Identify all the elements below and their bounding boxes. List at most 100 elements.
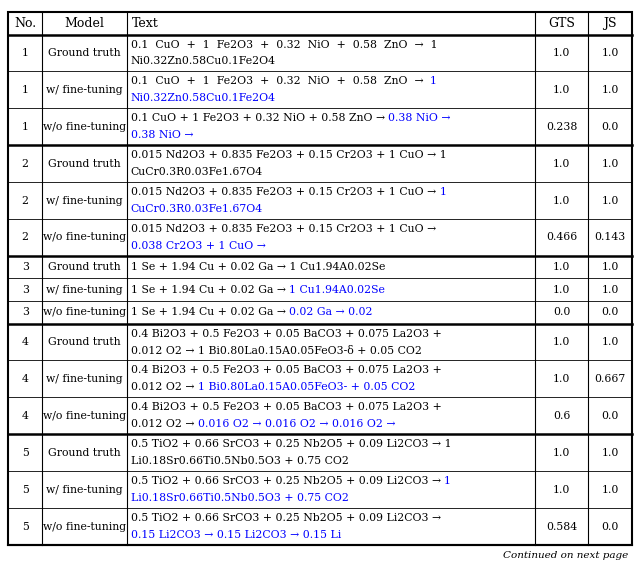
Text: 4: 4 xyxy=(22,374,29,384)
Text: 1.0: 1.0 xyxy=(553,285,570,295)
Text: 1.0: 1.0 xyxy=(602,337,619,347)
Text: CuCr0.3R0.03Fe1.67O4: CuCr0.3R0.03Fe1.67O4 xyxy=(131,167,262,177)
Text: 1.0: 1.0 xyxy=(553,337,570,347)
Text: 3: 3 xyxy=(22,307,29,318)
Text: 2: 2 xyxy=(22,159,29,169)
Text: w/o fine-tuning: w/o fine-tuning xyxy=(43,232,126,243)
Text: 1: 1 xyxy=(22,85,29,95)
Text: 0.02 Ga → 0.02: 0.02 Ga → 0.02 xyxy=(289,307,372,318)
Text: 1.0: 1.0 xyxy=(602,262,619,272)
Text: 0.4 Bi2O3 + 0.5 Fe2O3 + 0.05 BaCO3 + 0.075 La2O3 +: 0.4 Bi2O3 + 0.5 Fe2O3 + 0.05 BaCO3 + 0.0… xyxy=(131,328,442,338)
Text: w/ fine-tuning: w/ fine-tuning xyxy=(46,374,123,384)
Text: w/o fine-tuning: w/o fine-tuning xyxy=(43,522,126,531)
Text: 1.0: 1.0 xyxy=(553,448,570,458)
Text: 0.0: 0.0 xyxy=(602,307,619,318)
Text: Continued on next page: Continued on next page xyxy=(503,551,628,560)
Text: 0.1  CuO  +  1  Fe2O3  +  0.32  NiO  +  0.58  ZnO  →  1: 0.1 CuO + 1 Fe2O3 + 0.32 NiO + 0.58 ZnO … xyxy=(131,40,437,49)
Text: 1 Cu1.94A0.02Se: 1 Cu1.94A0.02Se xyxy=(289,285,385,295)
Text: 0.6: 0.6 xyxy=(553,411,570,421)
Text: Ground truth: Ground truth xyxy=(48,337,121,347)
Text: Ni0.32Zn0.58Cu0.1Fe2O4: Ni0.32Zn0.58Cu0.1Fe2O4 xyxy=(131,94,276,103)
Text: 0.012 O2 → 1 Bi0.80La0.15A0.05FeO3-δ + 0.05 CO2: 0.012 O2 → 1 Bi0.80La0.15A0.05FeO3-δ + 0… xyxy=(131,345,421,356)
Text: 1 Se + 1.94 Cu + 0.02 Ga →: 1 Se + 1.94 Cu + 0.02 Ga → xyxy=(131,307,289,318)
Text: 0.016 O2 → 0.016 O2 → 0.016 O2 →: 0.016 O2 → 0.016 O2 → 0.016 O2 → xyxy=(198,420,395,429)
Text: JS: JS xyxy=(604,17,617,30)
Text: w/o fine-tuning: w/o fine-tuning xyxy=(43,307,126,318)
Text: 1.0: 1.0 xyxy=(553,48,570,58)
Text: 1.0: 1.0 xyxy=(602,285,619,295)
Text: 1.0: 1.0 xyxy=(602,196,619,206)
Text: 2: 2 xyxy=(22,196,29,206)
Text: 0.15 Li2CO3 → 0.15 Li2CO3 → 0.15 Li: 0.15 Li2CO3 → 0.15 Li2CO3 → 0.15 Li xyxy=(131,530,341,540)
Text: 0.38 NiO →: 0.38 NiO → xyxy=(131,130,193,140)
Text: 1: 1 xyxy=(22,48,29,58)
Text: 1.0: 1.0 xyxy=(553,485,570,494)
Text: 1: 1 xyxy=(444,476,451,486)
Text: 0.038 Cr2O3 + 1 CuO →: 0.038 Cr2O3 + 1 CuO → xyxy=(131,241,266,251)
Text: 0.4 Bi2O3 + 0.5 Fe2O3 + 0.05 BaCO3 + 0.075 La2O3 +: 0.4 Bi2O3 + 0.5 Fe2O3 + 0.05 BaCO3 + 0.0… xyxy=(131,403,442,412)
Text: 0.0: 0.0 xyxy=(602,411,619,421)
Text: 1: 1 xyxy=(430,77,437,86)
Text: Model: Model xyxy=(65,17,104,30)
Text: 0.0: 0.0 xyxy=(602,522,619,531)
Text: 0.5 TiO2 + 0.66 SrCO3 + 0.25 Nb2O5 + 0.09 Li2CO3 →: 0.5 TiO2 + 0.66 SrCO3 + 0.25 Nb2O5 + 0.0… xyxy=(131,476,444,486)
Text: Text: Text xyxy=(132,17,158,30)
Text: 1 Se + 1.94 Cu + 0.02 Ga → 1 Cu1.94A0.02Se: 1 Se + 1.94 Cu + 0.02 Ga → 1 Cu1.94A0.02… xyxy=(131,262,385,272)
Text: 1.0: 1.0 xyxy=(553,196,570,206)
Text: Ground truth: Ground truth xyxy=(48,159,121,169)
Text: 0.1 CuO + 1 Fe2O3 + 0.32 NiO + 0.58 ZnO →: 0.1 CuO + 1 Fe2O3 + 0.32 NiO + 0.58 ZnO … xyxy=(131,113,388,123)
Text: 4: 4 xyxy=(22,337,29,347)
Text: 0.5 TiO2 + 0.66 SrCO3 + 0.25 Nb2O5 + 0.09 Li2CO3 →: 0.5 TiO2 + 0.66 SrCO3 + 0.25 Nb2O5 + 0.0… xyxy=(131,513,441,523)
Text: Li0.18Sr0.66Ti0.5Nb0.5O3 + 0.75 CO2: Li0.18Sr0.66Ti0.5Nb0.5O3 + 0.75 CO2 xyxy=(131,493,348,503)
Text: 0.38 NiO →: 0.38 NiO → xyxy=(388,113,451,123)
Text: 0.584: 0.584 xyxy=(546,522,577,531)
Text: GTS: GTS xyxy=(548,17,575,30)
Text: 0.466: 0.466 xyxy=(546,232,577,243)
Text: 2: 2 xyxy=(22,232,29,243)
Text: 1.0: 1.0 xyxy=(602,85,619,95)
Text: 1.0: 1.0 xyxy=(602,48,619,58)
Text: 1.0: 1.0 xyxy=(553,85,570,95)
Text: 0.015 Nd2O3 + 0.835 Fe2O3 + 0.15 Cr2O3 + 1 CuO →: 0.015 Nd2O3 + 0.835 Fe2O3 + 0.15 Cr2O3 +… xyxy=(131,224,436,234)
Text: 3: 3 xyxy=(22,285,29,295)
Text: 0.4 Bi2O3 + 0.5 Fe2O3 + 0.05 BaCO3 + 0.075 La2O3 +: 0.4 Bi2O3 + 0.5 Fe2O3 + 0.05 BaCO3 + 0.0… xyxy=(131,366,442,375)
Text: 1.0: 1.0 xyxy=(602,485,619,494)
Text: Ground truth: Ground truth xyxy=(48,48,121,58)
Text: 0.0: 0.0 xyxy=(553,307,570,318)
Text: 0.015 Nd2O3 + 0.835 Fe2O3 + 0.15 Cr2O3 + 1 CuO → 1: 0.015 Nd2O3 + 0.835 Fe2O3 + 0.15 Cr2O3 +… xyxy=(131,150,446,160)
Text: 1.0: 1.0 xyxy=(602,448,619,458)
Text: 1 Bi0.80La0.15A0.05FeO3- + 0.05 CO2: 1 Bi0.80La0.15A0.05FeO3- + 0.05 CO2 xyxy=(198,382,415,392)
Text: w/o fine-tuning: w/o fine-tuning xyxy=(43,411,126,421)
Text: 0.143: 0.143 xyxy=(595,232,626,243)
Text: 1.0: 1.0 xyxy=(553,262,570,272)
Text: 0.012 O2 →: 0.012 O2 → xyxy=(131,382,198,392)
Text: Ground truth: Ground truth xyxy=(48,448,121,458)
Text: Li0.18Sr0.66Ti0.5Nb0.5O3 + 0.75 CO2: Li0.18Sr0.66Ti0.5Nb0.5O3 + 0.75 CO2 xyxy=(131,456,348,466)
Text: 1.0: 1.0 xyxy=(602,159,619,169)
Text: 0.015 Nd2O3 + 0.835 Fe2O3 + 0.15 Cr2O3 + 1 CuO →: 0.015 Nd2O3 + 0.835 Fe2O3 + 0.15 Cr2O3 +… xyxy=(131,187,439,197)
Text: 0.5 TiO2 + 0.66 SrCO3 + 0.25 Nb2O5 + 0.09 Li2CO3 → 1: 0.5 TiO2 + 0.66 SrCO3 + 0.25 Nb2O5 + 0.0… xyxy=(131,439,451,449)
Text: 5: 5 xyxy=(22,448,29,458)
Text: No.: No. xyxy=(14,17,36,30)
Text: 0.012 O2 →: 0.012 O2 → xyxy=(131,420,198,429)
Text: w/ fine-tuning: w/ fine-tuning xyxy=(46,85,123,95)
Text: CuCr0.3R0.03Fe1.67O4: CuCr0.3R0.03Fe1.67O4 xyxy=(131,204,262,214)
Text: Ground truth: Ground truth xyxy=(48,262,121,272)
Text: 1 Se + 1.94 Cu + 0.02 Ga →: 1 Se + 1.94 Cu + 0.02 Ga → xyxy=(131,285,289,295)
Text: 3: 3 xyxy=(22,262,29,272)
Text: w/ fine-tuning: w/ fine-tuning xyxy=(46,285,123,295)
Text: 1: 1 xyxy=(22,122,29,132)
Text: 0.0: 0.0 xyxy=(602,122,619,132)
Text: 4: 4 xyxy=(22,411,29,421)
Text: 1.0: 1.0 xyxy=(553,159,570,169)
Text: 0.1  CuO  +  1  Fe2O3  +  0.32  NiO  +  0.58  ZnO  →: 0.1 CuO + 1 Fe2O3 + 0.32 NiO + 0.58 ZnO … xyxy=(131,77,430,86)
Text: w/o fine-tuning: w/o fine-tuning xyxy=(43,122,126,132)
Text: 5: 5 xyxy=(22,485,29,494)
Text: 1: 1 xyxy=(439,187,446,197)
Text: w/ fine-tuning: w/ fine-tuning xyxy=(46,485,123,494)
Text: w/ fine-tuning: w/ fine-tuning xyxy=(46,196,123,206)
Text: 1.0: 1.0 xyxy=(553,374,570,384)
Text: 5: 5 xyxy=(22,522,29,531)
Text: Ni0.32Zn0.58Cu0.1Fe2O4: Ni0.32Zn0.58Cu0.1Fe2O4 xyxy=(131,57,276,66)
Text: 0.238: 0.238 xyxy=(546,122,577,132)
